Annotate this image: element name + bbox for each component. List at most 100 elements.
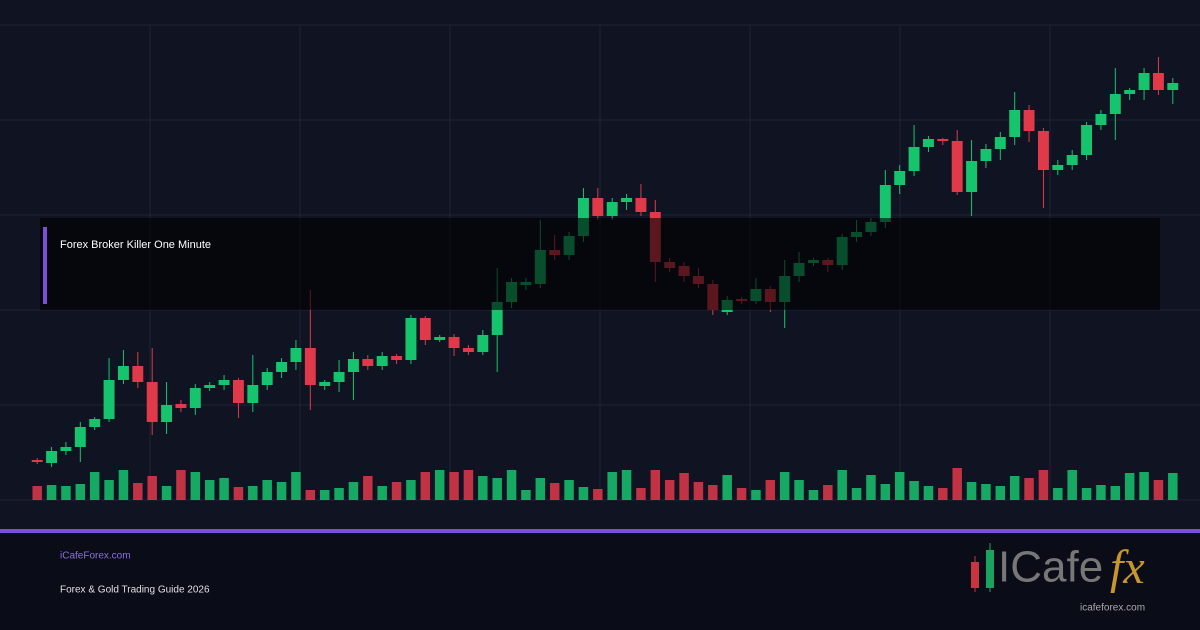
- candle-body: [1081, 125, 1093, 155]
- candle-body: [908, 147, 920, 171]
- candle-body: [1124, 90, 1136, 94]
- volume-bar: [1124, 473, 1135, 500]
- volume-bar: [46, 485, 57, 500]
- candle-body: [304, 348, 316, 385]
- volume-bar: [1139, 472, 1149, 500]
- candle-body: [247, 385, 259, 403]
- volume-bar: [693, 482, 704, 500]
- volume-bar: [478, 476, 488, 500]
- candle-body: [879, 185, 891, 222]
- candle-body: [419, 318, 431, 340]
- volume-bar: [305, 490, 316, 500]
- volume-bar: [363, 476, 373, 500]
- candle-body: [1023, 110, 1035, 131]
- footer-background: [0, 530, 1200, 630]
- volume-bar: [147, 476, 157, 500]
- logo-name: ICafe: [998, 543, 1103, 592]
- volume-bar: [449, 472, 459, 500]
- candle-body: [621, 198, 633, 202]
- candle-body: [46, 451, 58, 463]
- footer-subtitle: Forex & Gold Trading Guide 2026: [60, 585, 210, 596]
- volume-bar: [1081, 488, 1092, 500]
- candle-body: [937, 139, 949, 141]
- volume-bar: [420, 472, 431, 500]
- volume-bar: [161, 486, 172, 500]
- volume-bar: [348, 482, 359, 500]
- candle-body: [1109, 94, 1121, 114]
- volume-bar: [1067, 470, 1077, 500]
- candle-body: [89, 419, 101, 427]
- volume-bar: [808, 490, 819, 500]
- volume-bar: [578, 487, 589, 500]
- volume-bar: [1038, 470, 1049, 500]
- volume-bar: [233, 487, 244, 500]
- volume-bar: [1110, 486, 1121, 500]
- volume-bar: [621, 470, 632, 500]
- volume-bar: [794, 480, 804, 500]
- candle-body: [592, 198, 604, 216]
- volume-bar: [492, 478, 502, 500]
- candle-body: [951, 141, 963, 192]
- volume-bar: [1024, 478, 1034, 500]
- volume-bar: [248, 486, 258, 500]
- volume-bar: [133, 483, 143, 500]
- volume-bar: [219, 478, 229, 500]
- volume-bar: [291, 472, 301, 500]
- candle-body: [204, 385, 216, 388]
- volume-bar: [837, 470, 847, 500]
- candle-body: [635, 198, 647, 212]
- candle-body: [319, 382, 331, 386]
- volume-bar: [319, 490, 330, 500]
- logo-accent: fx: [1110, 541, 1145, 594]
- banner-title: Forex Broker Killer One Minute: [60, 239, 211, 251]
- candle-body: [290, 348, 302, 362]
- candle-body: [1152, 73, 1164, 90]
- volume-bar: [851, 488, 862, 500]
- candle-body: [103, 380, 115, 419]
- volume-bar: [32, 486, 42, 500]
- volume-bar: [981, 484, 991, 500]
- candle-body: [1052, 165, 1064, 170]
- volume-bar: [866, 475, 876, 500]
- volume-bar: [894, 472, 905, 500]
- volume-bar: [923, 486, 934, 500]
- volume-bar: [650, 470, 661, 500]
- candle-body: [1138, 73, 1150, 90]
- candle-body: [922, 139, 934, 147]
- volume-bar: [722, 475, 732, 500]
- volume-bar: [1009, 476, 1020, 500]
- volume-bar: [823, 485, 833, 500]
- candle-body: [175, 404, 187, 408]
- logo-url: icafeforex.com: [1080, 603, 1145, 614]
- candle-body: [132, 366, 144, 382]
- candle-body: [462, 348, 474, 352]
- candle-body: [60, 447, 72, 451]
- candle-body: [1009, 110, 1021, 137]
- candle-body: [161, 405, 173, 422]
- volume-bar: [880, 484, 891, 500]
- volume-bar: [506, 470, 517, 500]
- volume-bar: [262, 480, 272, 500]
- volume-bar: [535, 478, 546, 500]
- candle-body: [994, 137, 1006, 149]
- volume-bar: [176, 470, 186, 500]
- candle-body: [218, 380, 230, 385]
- candle-body: [1167, 83, 1179, 90]
- banner-accent: [43, 227, 47, 304]
- volume-bar: [765, 480, 776, 500]
- volume-bar: [995, 486, 1006, 500]
- candle-body: [980, 149, 992, 161]
- volume-bar: [966, 482, 977, 500]
- volume-bar: [1096, 485, 1106, 500]
- candle-body: [347, 359, 359, 372]
- divider: [0, 529, 1200, 533]
- candle-body: [276, 362, 288, 372]
- volume-bar: [118, 470, 129, 500]
- candle-body: [434, 337, 446, 340]
- candle-body: [31, 460, 43, 462]
- candle-body: [391, 356, 403, 360]
- volume-bar: [549, 483, 560, 500]
- volume-bar: [61, 486, 71, 500]
- candle-body: [333, 372, 345, 382]
